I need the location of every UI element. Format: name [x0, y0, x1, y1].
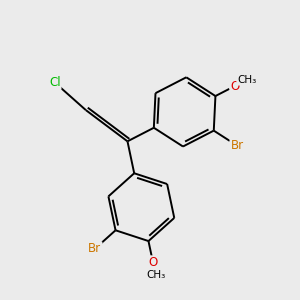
- Text: Cl: Cl: [49, 76, 61, 89]
- Text: CH₃: CH₃: [146, 270, 165, 280]
- Text: CH₃: CH₃: [237, 75, 256, 85]
- Text: Br: Br: [230, 139, 244, 152]
- Text: O: O: [148, 256, 158, 269]
- Text: Br: Br: [88, 242, 101, 255]
- Text: O: O: [230, 80, 239, 92]
